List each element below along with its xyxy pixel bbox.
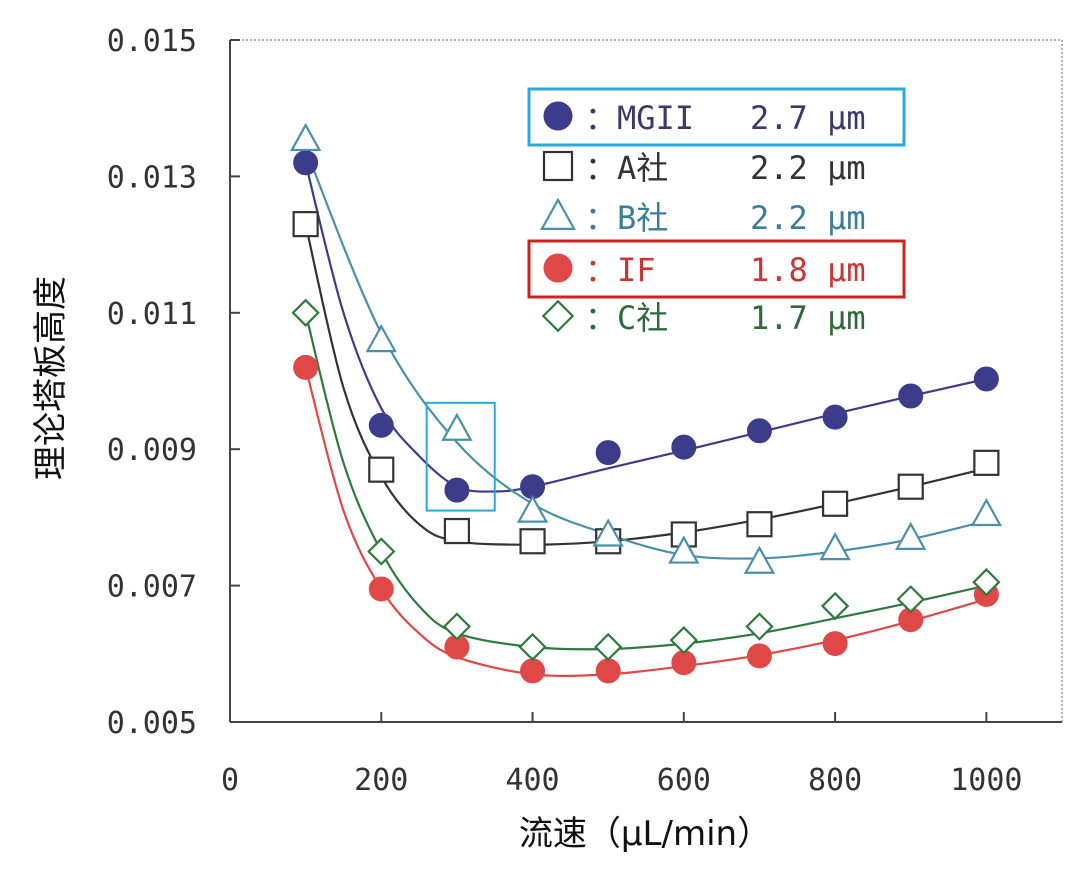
- data-point-IF: [520, 658, 546, 684]
- y-tick-label: 0.015: [107, 24, 197, 59]
- data-point-MGII: [822, 404, 848, 430]
- legend-size-label: 2.7 μm: [750, 99, 866, 137]
- data-point-IF: [293, 354, 319, 380]
- data-point-C社: [518, 632, 547, 662]
- data-point-C社: [594, 632, 623, 662]
- data-point-MGII: [671, 434, 697, 460]
- data-point-MGII: [293, 150, 319, 176]
- legend-marker-IF: [543, 253, 573, 283]
- y-tick-label: 0.009: [107, 433, 197, 468]
- y-tick-label: 0.007: [107, 570, 197, 605]
- annotation-box: [425, 401, 496, 512]
- data-point-MGII: [595, 440, 621, 466]
- data-point-B社: [441, 412, 473, 441]
- data-point-A社: [746, 511, 773, 538]
- data-point-A社: [519, 528, 546, 555]
- data-point-A社: [443, 517, 471, 545]
- x-tick-label: 800: [808, 763, 862, 798]
- data-point-B社: [970, 497, 1003, 527]
- data-point-C社: [896, 585, 925, 614]
- fit-curve-C社: [304, 312, 987, 651]
- data-point-MGII: [898, 383, 924, 409]
- y-tick-label: 0.005: [107, 706, 197, 741]
- plot-frame: [229, 39, 1063, 723]
- plot-border: [229, 39, 1063, 723]
- data-point-MGII: [368, 412, 394, 438]
- data-point-B社: [516, 494, 549, 523]
- data-point-MGII: [973, 366, 999, 392]
- data-point-MGII: [746, 418, 772, 444]
- legend-label: ：MGII: [585, 99, 694, 137]
- data-point-B社: [365, 324, 397, 353]
- data-point-B社: [819, 532, 851, 561]
- data-point-B社: [743, 545, 776, 574]
- data-point-IF: [746, 643, 772, 669]
- x-tick-label: 400: [505, 763, 559, 798]
- legend-label: ：A社: [585, 149, 668, 187]
- data-point-A社: [368, 456, 395, 483]
- data-point-IF: [368, 576, 394, 602]
- legend-size-label: 2.2 μm: [750, 149, 866, 187]
- x-tick-label: 200: [354, 763, 408, 798]
- legend-label: ：C社: [585, 299, 668, 337]
- data-point-C社: [820, 591, 850, 621]
- axis-ticks: 0.005 0.007 0.009 0.011 0.013 0.015 0 200 400 600…: [107, 24, 1023, 798]
- legend-label: ：IF: [585, 251, 656, 289]
- y-axis-title: 理论塔板高度: [31, 276, 71, 480]
- legend-size-label: 1.7 μm: [750, 299, 866, 337]
- data-point-C社: [367, 537, 396, 566]
- data-point-IF: [595, 658, 621, 684]
- data-point-A社: [973, 449, 1000, 476]
- data-point-C社: [442, 612, 472, 641]
- data-point-C社: [669, 626, 698, 655]
- x-axis-title: 流速（μL/min）: [519, 814, 771, 854]
- x-tick-label: 0: [221, 763, 239, 798]
- data-point-C社: [972, 568, 1001, 597]
- data-point-MGII: [444, 477, 470, 503]
- y-tick-label: 0.011: [107, 297, 197, 332]
- data-point-B社: [668, 535, 700, 564]
- data-point-IF: [822, 631, 848, 657]
- legend-size-label: 1.8 μm: [750, 251, 866, 289]
- data-point-A社: [897, 473, 924, 500]
- annotations: [425, 401, 496, 512]
- data-point-C社: [291, 298, 320, 327]
- legend: ：MGII 2.7 μm ：A社 2.2 μm ：B社 2.2 μm ：IF 1.8 μm ：C…: [527, 87, 906, 337]
- data-point-A社: [292, 211, 319, 238]
- legend-highlight-box: [527, 239, 906, 299]
- legend-marker-MGII: [543, 101, 573, 131]
- legend-highlight-box: [527, 87, 906, 147]
- legend-marker-B社: [540, 197, 576, 230]
- data-point-C社: [745, 612, 774, 641]
- legend-size-label: 2.2 μm: [750, 199, 866, 237]
- legend-label: ：B社: [585, 199, 668, 237]
- data-point-A社: [821, 490, 849, 517]
- legend-marker-A社: [542, 150, 574, 182]
- data-point-B社: [895, 521, 927, 551]
- fit-curve-IF: [304, 367, 987, 677]
- legend-marker-C社: [541, 299, 575, 333]
- x-tick-label: 1000: [950, 763, 1022, 798]
- data-point-B社: [289, 122, 322, 152]
- y-tick-label: 0.013: [107, 160, 197, 195]
- x-tick-label: 600: [657, 763, 711, 798]
- data-points: [289, 122, 1003, 684]
- data-point-B社: [592, 518, 624, 547]
